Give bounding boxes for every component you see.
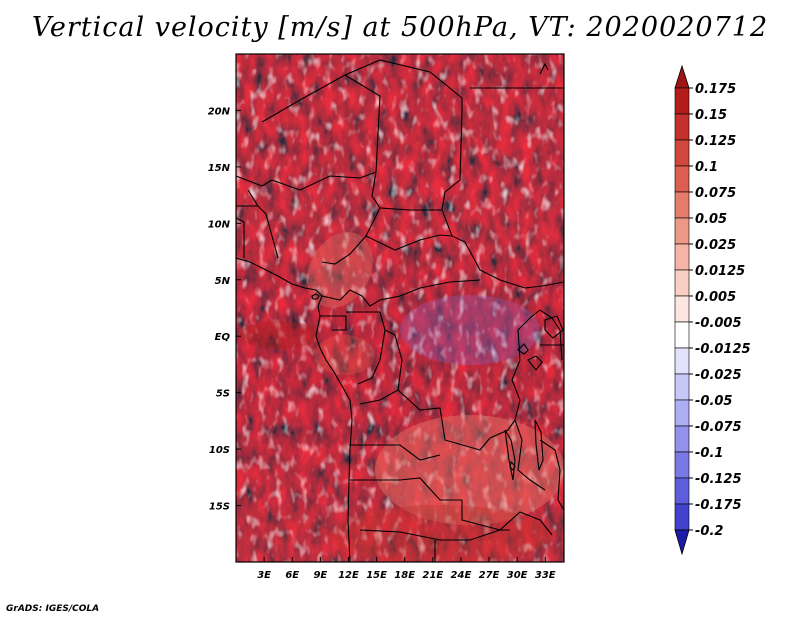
lat-tick-label: 5S bbox=[216, 389, 230, 400]
colorbar-label: -0.075 bbox=[695, 420, 742, 435]
lat-tick-label: 10N bbox=[208, 219, 231, 230]
colorbar-top-arrow bbox=[674, 64, 690, 89]
lon-tick-label: 12E bbox=[338, 570, 359, 581]
colorbar-swatch bbox=[674, 139, 690, 167]
colorbar-swatch bbox=[674, 295, 690, 323]
colorbar-label: 0.005 bbox=[695, 290, 736, 305]
colorbar-label: -0.125 bbox=[695, 472, 742, 487]
lon-tick-label: 21E bbox=[422, 570, 443, 581]
colorbar-swatch bbox=[674, 269, 690, 297]
lon-tick-label: 6E bbox=[285, 570, 299, 581]
colorbar-swatch bbox=[674, 373, 690, 401]
country-borders bbox=[236, 59, 564, 562]
colorbar-swatch bbox=[674, 347, 690, 375]
colorbar-label: 0.175 bbox=[695, 82, 736, 97]
colorbar-label: -0.175 bbox=[695, 498, 742, 513]
lon-tick-label: 30E bbox=[507, 570, 528, 581]
colorbar-label: 0.025 bbox=[695, 238, 736, 253]
lat-tick-label: 20N bbox=[208, 106, 231, 117]
lat-tick-label: 15N bbox=[208, 163, 231, 174]
colorbar-label: -0.2 bbox=[695, 524, 723, 539]
colorbar-swatch bbox=[674, 191, 690, 219]
colorbar-label: -0.0125 bbox=[695, 342, 751, 357]
chart-title: Vertical velocity [m/s] at 500hPa, VT: 2… bbox=[31, 12, 769, 43]
colorbar-label: -0.025 bbox=[695, 368, 742, 383]
lon-tick-label: 3E bbox=[257, 570, 271, 581]
colorbar-swatch bbox=[674, 425, 690, 453]
colorbar-swatch bbox=[674, 243, 690, 271]
colorbar-swatch bbox=[674, 399, 690, 427]
lon-tick-label: 33E bbox=[535, 570, 556, 581]
lon-tick-label: 27E bbox=[479, 570, 500, 581]
lon-tick-label: 24E bbox=[451, 570, 472, 581]
lat-tick-label: 15S bbox=[209, 502, 230, 513]
credit-text: GrADS: IGES/COLA bbox=[6, 604, 100, 614]
lat-tick-label: EQ bbox=[215, 332, 231, 343]
colorbar-swatch bbox=[674, 451, 690, 479]
vertical-velocity-field bbox=[236, 54, 564, 562]
colorbar-swatch bbox=[674, 217, 690, 245]
lat-tick-label: 10S bbox=[209, 445, 230, 456]
colorbar-label: 0.15 bbox=[695, 108, 727, 123]
colorbar-label: 0.075 bbox=[695, 186, 736, 201]
axis-ticks bbox=[236, 109, 546, 562]
colorbar-swatch bbox=[674, 113, 690, 141]
colorbar-label: -0.005 bbox=[695, 316, 742, 331]
colorbar-bottom-arrow bbox=[674, 529, 690, 556]
colorbar-swatch bbox=[674, 87, 690, 115]
axis-labels: 3E 6E 9E 12E 15E 18E 21E 24E 27E 30E 33E 20N 15N 10N 5… bbox=[208, 106, 556, 581]
colorbar: 0.175 0.15 0.125 0.1 0.075 0.05 0.025 0.0125 0.0… bbox=[674, 64, 751, 556]
colorbar-swatch bbox=[674, 165, 690, 193]
lon-tick-label: 9E bbox=[313, 570, 327, 581]
colorbar-swatch bbox=[674, 503, 690, 531]
lon-tick-label: 15E bbox=[366, 570, 387, 581]
colorbar-label: 0.05 bbox=[695, 212, 727, 227]
plot-frame bbox=[235, 53, 565, 563]
colorbar-swatch bbox=[674, 477, 690, 505]
colorbar-label: -0.05 bbox=[695, 394, 732, 409]
colorbar-label: 0.1 bbox=[695, 160, 718, 175]
colorbar-swatch bbox=[674, 321, 690, 349]
lon-tick-label: 18E bbox=[394, 570, 415, 581]
colorbar-label: 0.125 bbox=[695, 134, 736, 149]
lat-tick-label: 5N bbox=[215, 276, 231, 287]
colorbar-label: -0.1 bbox=[695, 446, 723, 461]
colorbar-label: 0.0125 bbox=[695, 264, 745, 279]
